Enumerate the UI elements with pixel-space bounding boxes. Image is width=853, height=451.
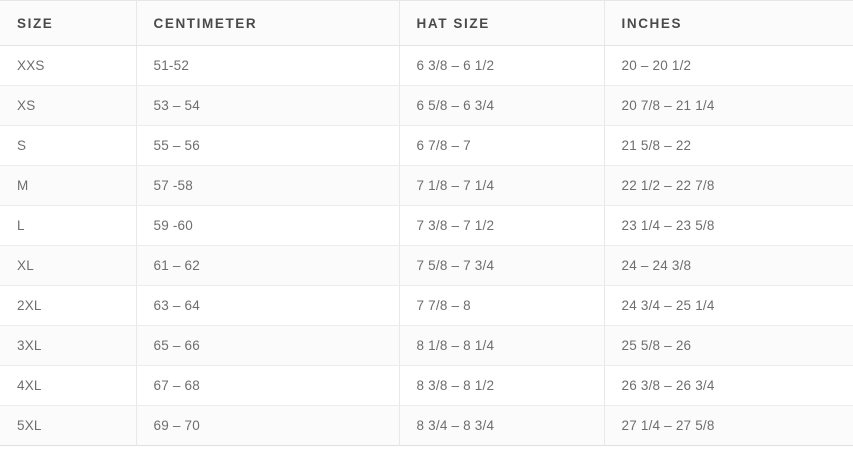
cell-centimeter: 69 – 70 [136, 405, 400, 446]
column-header-inches: INCHES [604, 0, 853, 46]
column-header-centimeter: CENTIMETER [136, 0, 400, 46]
cell-hat-size: 8 3/8 – 8 1/2 [399, 365, 605, 406]
cell-centimeter: 53 – 54 [136, 85, 400, 126]
table-row: 3XL 65 – 66 8 1/8 – 8 1/4 25 5/8 – 26 [0, 325, 853, 366]
cell-size: 3XL [0, 325, 137, 366]
cell-inches: 20 – 20 1/2 [604, 45, 853, 86]
cell-size: XXS [0, 45, 137, 86]
cell-inches: 27 1/4 – 27 5/8 [621, 418, 715, 433]
table-row: 2XL 63 – 64 7 7/8 – 8 24 3/4 – 25 1/4 [0, 285, 853, 326]
cell-size: 2XL [0, 285, 137, 326]
cell-inches: 20 7/8 – 21 1/4 [604, 85, 853, 126]
cell-inches: 23 1/4 – 23 5/8 [604, 205, 853, 246]
table-row: M 57 -58 7 1/8 – 7 1/4 22 1/2 – 22 7/8 [0, 165, 853, 206]
table-row: 4XL 67 – 68 8 3/8 – 8 1/2 26 3/8 – 26 3/… [0, 365, 853, 406]
table-row: XL 61 – 62 7 5/8 – 7 3/4 24 – 24 3/8 [0, 245, 853, 286]
cell-centimeter: 65 – 66 [136, 325, 400, 366]
table-row: XXS 51-52 6 3/8 – 6 1/2 20 – 20 1/2 [0, 45, 853, 86]
cell-centimeter: 59 -60 [136, 205, 400, 246]
cell-size: L [0, 205, 137, 246]
cell-size: M [0, 165, 137, 206]
cell-inches: 24 3/4 – 25 1/4 [604, 285, 853, 326]
table-header-row: SIZE CENTIMETER HAT SIZE INCHES [0, 0, 853, 46]
cell-hat-size: 7 5/8 – 7 3/4 [399, 245, 605, 286]
cell-centimeter: 61 – 62 [136, 245, 400, 286]
cell-inches: 25 5/8 – 26 [604, 325, 853, 366]
cell-hat-size: 8 1/8 – 8 1/4 [399, 325, 605, 366]
table-row: XS 53 – 54 6 5/8 – 6 3/4 20 7/8 – 21 1/4 [0, 85, 853, 126]
table-body: XXS 51-52 6 3/8 – 6 1/2 20 – 20 1/2 XS 5… [0, 45, 853, 446]
cell-centimeter: 55 – 56 [136, 125, 400, 166]
cell-hat-size: 6 5/8 – 6 3/4 [399, 85, 605, 126]
column-header-size: SIZE [0, 0, 137, 46]
cell-inches: 22 1/2 – 22 7/8 [604, 165, 853, 206]
table-row: L 59 -60 7 3/8 – 7 1/2 23 1/4 – 23 5/8 [0, 205, 853, 246]
table-row: S 55 – 56 6 7/8 – 7 21 5/8 – 22 [0, 125, 853, 166]
cell-inches: 26 3/8 – 26 3/4 [604, 365, 853, 406]
cell-hat-size: 7 3/8 – 7 1/2 [399, 205, 605, 246]
cell-size: 4XL [0, 365, 137, 406]
table-header: SIZE CENTIMETER HAT SIZE INCHES [0, 0, 853, 46]
cell-hat-size: 7 7/8 – 8 [399, 285, 605, 326]
cell-size: 5XL [0, 405, 137, 446]
cell-size: S [0, 125, 137, 166]
cell-hat-size: 8 3/4 – 8 3/4 [399, 405, 605, 446]
cell-centimeter: 63 – 64 [136, 285, 400, 326]
cell-hat-size: 6 3/8 – 6 1/2 [399, 45, 605, 86]
cell-centimeter: 67 – 68 [136, 365, 400, 406]
cell-size: XS [0, 85, 137, 126]
cell-hat-size: 7 1/8 – 7 1/4 [399, 165, 605, 206]
cell-centimeter: 57 -58 [136, 165, 400, 206]
cell-centimeter: 51-52 [136, 45, 400, 86]
cell-hat-size: 6 7/8 – 7 [399, 125, 605, 166]
cell-size: XL [0, 245, 137, 286]
column-header-hat-size: HAT SIZE [399, 0, 605, 46]
cell-inches: 24 – 24 3/8 [604, 245, 853, 286]
cell-inches: 21 5/8 – 22 [604, 125, 853, 166]
table-row: 5XL 69 – 70 8 3/4 – 8 3/4 27 1/4 – 27 5/… [0, 405, 853, 446]
